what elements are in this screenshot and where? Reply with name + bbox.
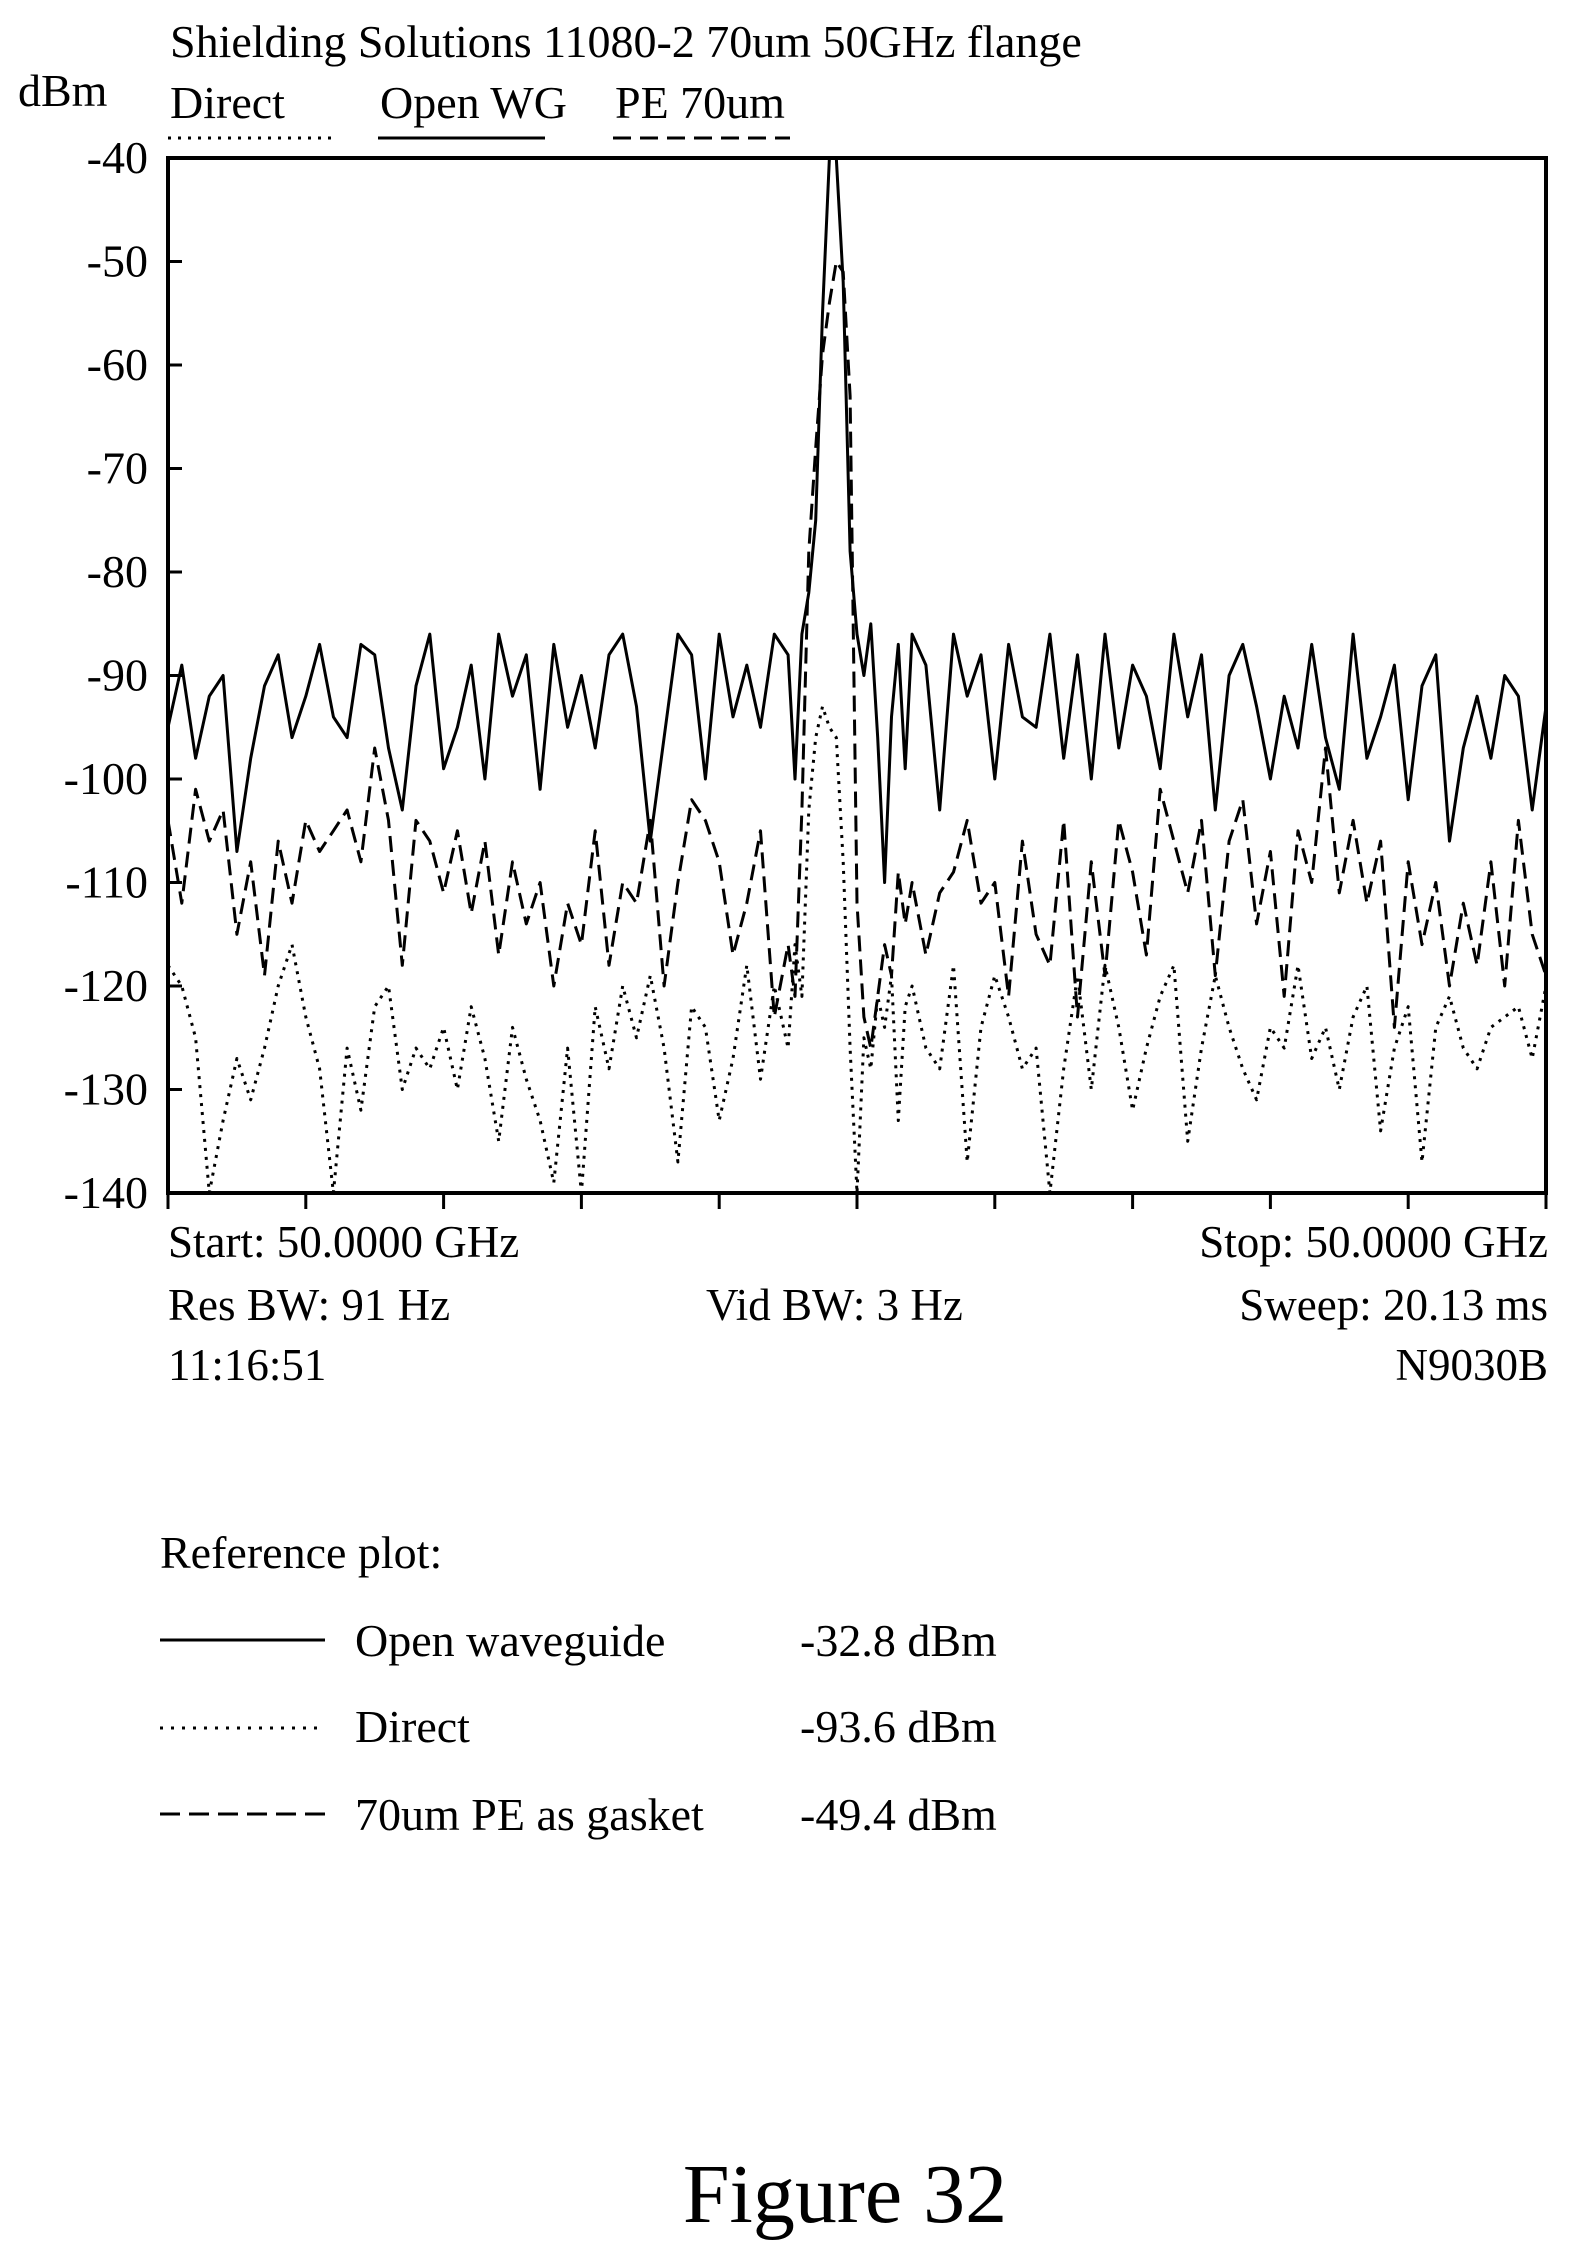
y-tick-label: -140 <box>64 1167 148 1218</box>
reference-value-open-waveguide: -32.8 dBm <box>800 1615 997 1666</box>
y-axis-ticks: -40 -50 -60 -70 -80 -90 -100 -110 -120 -130 -140 <box>64 132 182 1218</box>
resolution-bandwidth: Res BW: 91 Hz <box>168 1280 450 1330</box>
y-tick-label: -120 <box>64 960 148 1011</box>
reference-label-direct: Direct <box>355 1701 470 1752</box>
reference-row-direct: Direct -93.6 dBm <box>160 1701 997 1752</box>
figure-label: Figure 32 <box>683 2148 1007 2241</box>
start-frequency: Start: 50.0000 GHz <box>168 1217 519 1267</box>
reference-label-pe-gasket: 70um PE as gasket <box>355 1789 704 1840</box>
plot-traces <box>166 156 1548 1195</box>
reference-label-open-waveguide: Open waveguide <box>355 1615 665 1666</box>
y-tick-label: -70 <box>87 443 148 494</box>
y-tick-label: -60 <box>87 339 148 390</box>
sweep-time: Sweep: 20.13 ms <box>1239 1280 1548 1330</box>
timestamp: 11:16:51 <box>168 1340 326 1390</box>
legend-label-open-wg: Open WG <box>380 77 567 128</box>
y-tick-label: -80 <box>87 546 148 597</box>
x-axis-ticks <box>166 1193 1548 1209</box>
series-line-pe-70um <box>166 260 1548 1050</box>
y-tick-label: -100 <box>64 753 148 804</box>
series-line-open-wg <box>166 156 1548 884</box>
y-tick-label: -50 <box>87 236 148 287</box>
reference-row-open-waveguide: Open waveguide -32.8 dBm <box>160 1615 997 1666</box>
reference-row-pe-gasket: 70um PE as gasket -49.4 dBm <box>160 1789 997 1840</box>
reference-value-direct: -93.6 dBm <box>800 1701 997 1752</box>
y-tick-label: -130 <box>64 1064 148 1115</box>
y-axis-label: dBm <box>18 65 108 116</box>
legend-label-direct: Direct <box>170 77 285 128</box>
y-tick-label: -110 <box>65 857 148 908</box>
reference-value-pe-gasket: -49.4 dBm <box>800 1789 997 1840</box>
chart-title: Shielding Solutions 11080-2 70um 50GHz f… <box>170 16 1082 67</box>
reference-heading: Reference plot: <box>160 1527 442 1578</box>
chart-legend: Direct Open WG PE 70um <box>168 77 790 140</box>
analyzer-model: N9030B <box>1395 1340 1548 1390</box>
series-line-direct <box>166 705 1548 1195</box>
y-tick-label: -90 <box>87 650 148 701</box>
plot-frame <box>166 156 1548 1195</box>
stop-frequency: Stop: 50.0000 GHz <box>1199 1217 1548 1267</box>
y-tick-label: -40 <box>87 132 148 183</box>
video-bandwidth: Vid BW: 3 Hz <box>706 1280 963 1330</box>
legend-label-pe-70um: PE 70um <box>615 77 785 128</box>
